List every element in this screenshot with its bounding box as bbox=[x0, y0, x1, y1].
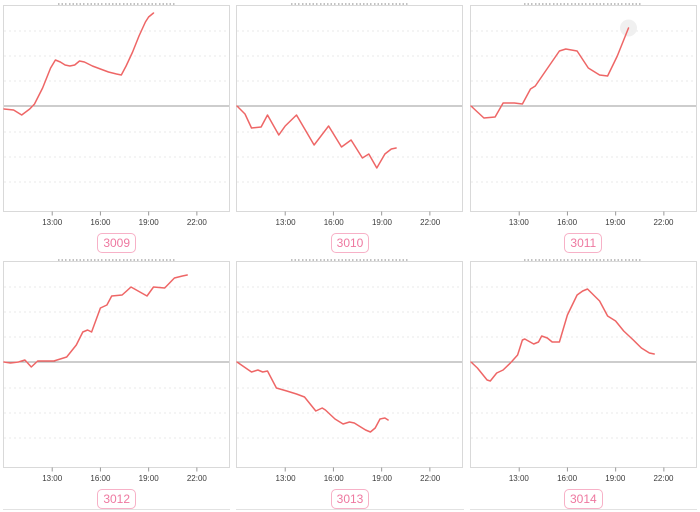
chart-plot-area[interactable] bbox=[3, 261, 230, 474]
x-tick-label: 19:00 bbox=[371, 474, 392, 483]
chart-cell: 13:00 16:00 19:00 22:00 3011 bbox=[467, 0, 700, 256]
clipped-title-text-fragment bbox=[57, 3, 176, 5]
clipped-chart-title bbox=[467, 0, 700, 5]
x-tick-label: 13:00 bbox=[42, 218, 63, 227]
chart-id-badge[interactable]: 3012 bbox=[97, 488, 137, 509]
clipped-chart-title bbox=[0, 256, 233, 261]
chart-canvas[interactable] bbox=[469, 261, 697, 474]
chart-canvas[interactable] bbox=[469, 5, 697, 218]
series-line bbox=[469, 27, 629, 119]
plot-border bbox=[236, 5, 464, 212]
clipped-title-text-fragment bbox=[524, 3, 643, 5]
badge-row: 3010 bbox=[233, 229, 466, 256]
x-tick-label: 19:00 bbox=[371, 218, 392, 227]
x-tick-label: 13:00 bbox=[42, 474, 63, 483]
x-tick-label: 13:00 bbox=[275, 218, 296, 227]
series-line bbox=[3, 12, 155, 116]
x-tick-label: 22:00 bbox=[653, 474, 674, 483]
badge-row: 3012 bbox=[0, 485, 233, 512]
badge-row: 3013 bbox=[233, 485, 466, 512]
x-tick-label: 16:00 bbox=[323, 474, 344, 483]
badge-row: 3014 bbox=[467, 485, 700, 512]
x-tick-label: 22:00 bbox=[186, 474, 207, 483]
plot-border bbox=[469, 261, 697, 468]
chart-plot-area[interactable] bbox=[469, 5, 697, 218]
plot-border bbox=[3, 261, 230, 468]
chart-cell: 13:00 16:00 19:00 22:00 3013 bbox=[233, 256, 466, 512]
chart-plot-area[interactable] bbox=[3, 5, 230, 218]
chart-id-badge[interactable]: 3014 bbox=[563, 488, 603, 509]
clipped-title-text-fragment bbox=[524, 259, 643, 261]
x-tick-label: 16:00 bbox=[90, 218, 111, 227]
x-tick-label: 22:00 bbox=[420, 218, 441, 227]
plot-border bbox=[469, 5, 697, 212]
x-tick-label: 19:00 bbox=[605, 474, 626, 483]
clipped-chart-title bbox=[467, 256, 700, 261]
x-tick-label: 22:00 bbox=[653, 218, 674, 227]
clipped-title-text-fragment bbox=[290, 3, 409, 5]
chart-plot-area[interactable] bbox=[236, 261, 464, 474]
series-line bbox=[236, 361, 390, 433]
x-tick-label: 16:00 bbox=[90, 474, 111, 483]
badge-row: 3009 bbox=[0, 229, 233, 256]
chart-canvas[interactable] bbox=[3, 261, 230, 474]
chart-id-badge[interactable]: 3013 bbox=[330, 488, 370, 509]
chart-cell: 13:00 16:00 19:00 22:00 3014 bbox=[467, 256, 700, 512]
x-axis-labels: 13:00 16:00 19:00 22:00 bbox=[236, 218, 463, 229]
x-tick-label: 22:00 bbox=[420, 474, 441, 483]
chart-plot-area[interactable] bbox=[469, 261, 697, 474]
series-line bbox=[236, 105, 398, 169]
chart-cell: 13:00 16:00 19:00 22:00 3009 bbox=[0, 0, 233, 256]
chart-canvas[interactable] bbox=[236, 261, 464, 474]
chart-id-badge[interactable]: 3009 bbox=[97, 232, 137, 253]
chart-canvas[interactable] bbox=[236, 5, 464, 218]
x-tick-label: 13:00 bbox=[508, 474, 529, 483]
clipped-chart-title bbox=[0, 0, 233, 5]
x-tick-label: 16:00 bbox=[557, 474, 578, 483]
badge-row: 3011 bbox=[467, 229, 700, 256]
clipped-chart-title bbox=[233, 256, 466, 261]
x-axis-labels: 13:00 16:00 19:00 22:00 bbox=[3, 218, 230, 229]
x-tick-label: 16:00 bbox=[323, 218, 344, 227]
plot-border bbox=[3, 5, 230, 212]
x-tick-label: 13:00 bbox=[275, 474, 296, 483]
x-axis-labels: 13:00 16:00 19:00 22:00 bbox=[470, 474, 697, 485]
clipped-title-text-fragment bbox=[57, 259, 176, 261]
clipped-title-text-fragment bbox=[290, 259, 409, 261]
x-tick-label: 19:00 bbox=[138, 218, 159, 227]
chart-cell: 13:00 16:00 19:00 22:00 3012 bbox=[0, 256, 233, 512]
series-line bbox=[3, 274, 188, 368]
x-tick-label: 22:00 bbox=[186, 218, 207, 227]
x-axis-labels: 13:00 16:00 19:00 22:00 bbox=[470, 218, 697, 229]
clipped-chart-title bbox=[233, 0, 466, 5]
chart-plot-area[interactable] bbox=[236, 5, 464, 218]
chart-cell: 13:00 16:00 19:00 22:00 3010 bbox=[233, 0, 466, 256]
x-tick-label: 19:00 bbox=[138, 474, 159, 483]
x-axis-labels: 13:00 16:00 19:00 22:00 bbox=[236, 474, 463, 485]
plot-border bbox=[236, 261, 464, 468]
series-line bbox=[469, 288, 655, 382]
x-tick-label: 13:00 bbox=[508, 218, 529, 227]
x-tick-label: 16:00 bbox=[557, 218, 578, 227]
chart-id-badge[interactable]: 3011 bbox=[564, 232, 603, 253]
chart-canvas[interactable] bbox=[3, 5, 230, 218]
x-tick-label: 19:00 bbox=[605, 218, 626, 227]
chart-id-badge[interactable]: 3010 bbox=[330, 232, 370, 253]
x-axis-labels: 13:00 16:00 19:00 22:00 bbox=[3, 474, 230, 485]
